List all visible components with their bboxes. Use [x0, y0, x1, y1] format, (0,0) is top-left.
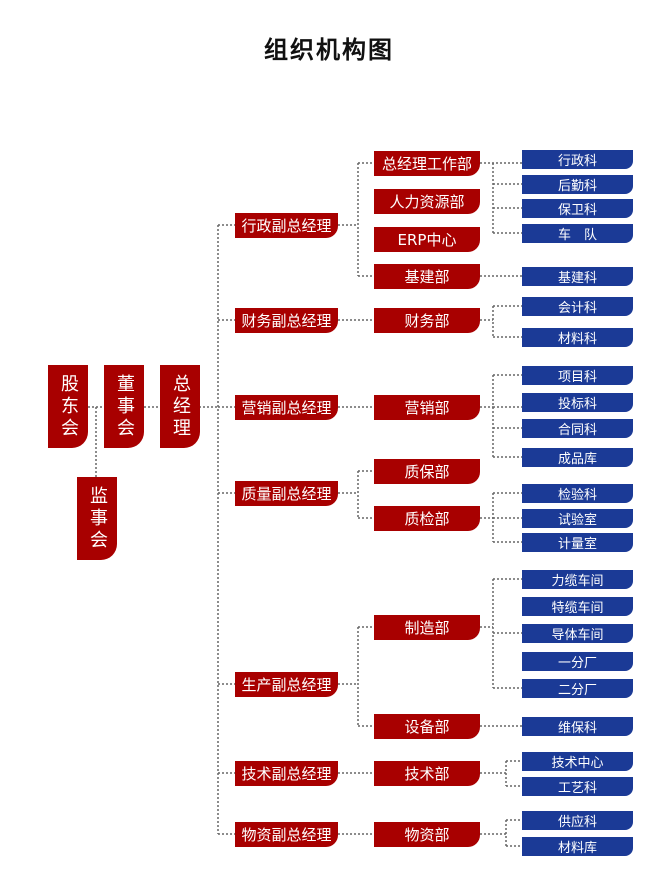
section-box: 计量室 [522, 533, 633, 552]
vp-box: 技术副总经理 [235, 761, 338, 786]
vp-box: 营销副总经理 [235, 395, 338, 420]
section-box: 维保科 [522, 717, 633, 736]
department-box: 营销部 [374, 395, 480, 420]
vp-box: 质量副总经理 [235, 481, 338, 506]
vp-box: 财务副总经理 [235, 308, 338, 333]
section-box: 一分厂 [522, 652, 633, 671]
department-box: 制造部 [374, 615, 480, 640]
section-box: 后勤科 [522, 175, 633, 194]
shareholders-box: 股东会 [48, 365, 88, 448]
section-box: 行政科 [522, 150, 633, 169]
section-box: 特缆车间 [522, 597, 633, 616]
department-box: 物资部 [374, 822, 480, 847]
section-box: 投标科 [522, 393, 633, 412]
department-box: 质检部 [374, 506, 480, 531]
supervisors-box: 监事会 [77, 477, 117, 560]
section-box: 检验科 [522, 484, 633, 503]
section-box: 车 队 [522, 224, 633, 243]
department-box: 质保部 [374, 459, 480, 484]
vp-box: 行政副总经理 [235, 213, 338, 238]
section-box: 工艺科 [522, 777, 633, 796]
board-box: 董事会 [104, 365, 144, 448]
department-box: 人力资源部 [374, 189, 480, 214]
section-box: 合同科 [522, 419, 633, 438]
section-box: 基建科 [522, 267, 633, 286]
section-box: 材料库 [522, 837, 633, 856]
section-box: 保卫科 [522, 199, 633, 218]
department-box: 技术部 [374, 761, 480, 786]
department-box: 财务部 [374, 308, 480, 333]
section-box: 技术中心 [522, 752, 633, 771]
department-box: ERP中心 [374, 227, 480, 252]
department-box: 基建部 [374, 264, 480, 289]
section-box: 二分厂 [522, 679, 633, 698]
section-box: 导体车间 [522, 624, 633, 643]
department-box: 总经理工作部 [374, 151, 480, 176]
section-box: 力缆车间 [522, 570, 633, 589]
section-box: 项目科 [522, 366, 633, 385]
department-box: 设备部 [374, 714, 480, 739]
section-box: 供应科 [522, 811, 633, 830]
section-box: 试验室 [522, 509, 633, 528]
section-box: 会计科 [522, 297, 633, 316]
section-box: 成品库 [522, 448, 633, 467]
page-title: 组织机构图 [264, 36, 394, 64]
vp-box: 物资副总经理 [235, 822, 338, 847]
general-manager-box: 总经理 [160, 365, 200, 448]
vp-box: 生产副总经理 [235, 672, 338, 697]
section-box: 材料科 [522, 328, 633, 347]
